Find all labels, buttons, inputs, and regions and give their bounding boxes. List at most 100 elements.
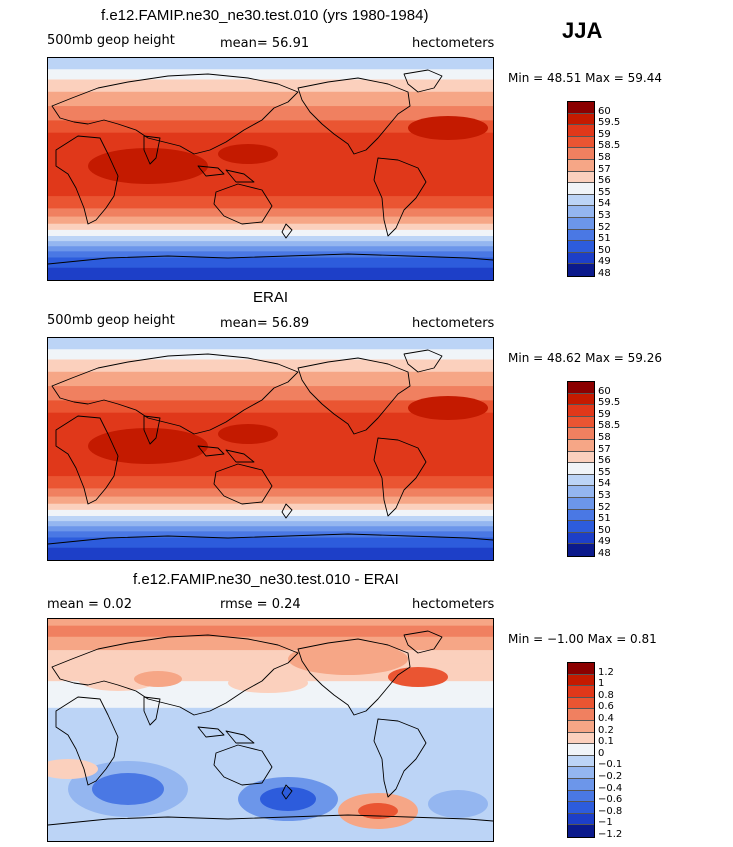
colorbar-tick-label: 0.2 bbox=[598, 724, 614, 736]
contour-band bbox=[48, 251, 493, 258]
coastline bbox=[297, 77, 411, 155]
colorbar-swatch bbox=[568, 509, 594, 522]
coastline bbox=[297, 638, 411, 716]
colorbar-tick-label: 0.1 bbox=[598, 736, 614, 748]
contour-blob bbox=[408, 116, 488, 140]
coastline bbox=[297, 357, 411, 435]
colorbar-swatch bbox=[568, 720, 594, 733]
coastline bbox=[403, 349, 443, 373]
colorbar-swatch bbox=[568, 206, 594, 218]
colorbar-tick-label: 0.4 bbox=[598, 713, 614, 724]
colorbar-tick-label: −0.8 bbox=[598, 805, 623, 817]
coastline bbox=[403, 69, 443, 93]
coastline bbox=[55, 415, 119, 505]
coastline bbox=[373, 157, 427, 237]
panel-title: f.e12.FAMIP.ne30_ne30.test.010 (yrs 1980… bbox=[101, 7, 429, 24]
colorbar-tick-label: −0.2 bbox=[598, 771, 623, 782]
colorbar-tick-label: 58.5 bbox=[598, 140, 621, 152]
contour-blob bbox=[88, 148, 208, 184]
colorbar-swatch bbox=[568, 159, 594, 172]
mean-label: mean= 56.91 bbox=[220, 36, 310, 51]
min-max-label: Min = −1.00 Max = 0.81 bbox=[508, 632, 657, 646]
contour-band bbox=[48, 516, 493, 522]
colorbar-swatch bbox=[568, 439, 594, 452]
colorbar-swatch bbox=[568, 136, 594, 149]
contour-blob bbox=[92, 773, 164, 805]
coastline bbox=[225, 449, 255, 463]
colorbar bbox=[567, 662, 595, 838]
coastline bbox=[48, 814, 493, 826]
contour-blob bbox=[288, 643, 408, 675]
colorbar-tick-label: −1 bbox=[598, 817, 613, 829]
colorbar-swatch bbox=[568, 171, 594, 184]
colorbar-swatch bbox=[568, 663, 594, 675]
coastline bbox=[197, 445, 225, 457]
coastline bbox=[213, 463, 273, 505]
colorbar-tick-label: 57 bbox=[598, 443, 611, 455]
coastline bbox=[55, 135, 119, 225]
contour-band bbox=[48, 58, 493, 70]
colorbar-swatch bbox=[568, 463, 594, 475]
colorbar-swatch bbox=[568, 113, 594, 126]
coastline bbox=[213, 183, 273, 225]
colorbar-tick-label: 59 bbox=[598, 408, 611, 420]
contour-band bbox=[48, 526, 493, 532]
colorbar-swatch bbox=[568, 474, 594, 487]
contour-band bbox=[48, 236, 493, 242]
contour-band bbox=[48, 257, 493, 269]
colorbar-tick-label: 58 bbox=[598, 432, 611, 443]
colorbar-tick-label: 54 bbox=[598, 198, 611, 210]
colorbar-swatch bbox=[568, 532, 594, 545]
coastline bbox=[48, 533, 493, 545]
colorbar-tick-label: −0.4 bbox=[598, 782, 623, 794]
coastline bbox=[225, 730, 255, 744]
rmse-label: rmse = 0.24 bbox=[220, 597, 301, 612]
contour-blob bbox=[218, 424, 278, 444]
colorbar-tick-label: 1 bbox=[598, 678, 605, 690]
contour-blob bbox=[218, 144, 278, 164]
colorbar-tick-label: 58 bbox=[598, 152, 611, 163]
coastline bbox=[143, 696, 161, 726]
colorbar-swatch bbox=[568, 252, 594, 265]
coastline bbox=[197, 165, 225, 177]
colorbar-swatch bbox=[568, 767, 594, 779]
colorbar-tick-label: 51 bbox=[598, 513, 611, 525]
colorbar-swatch bbox=[568, 241, 594, 253]
colorbar-swatch bbox=[568, 521, 594, 533]
contour-band bbox=[48, 91, 493, 107]
colorbar-tick-label: 49 bbox=[598, 536, 611, 548]
colorbar-tick-label: 50 bbox=[598, 524, 611, 536]
contour-band bbox=[48, 371, 493, 387]
contour-band bbox=[48, 537, 493, 549]
colorbar-tick-label: −1.2 bbox=[598, 829, 623, 840]
map-erai bbox=[47, 337, 494, 561]
colorbar-tick-label: 53 bbox=[598, 490, 611, 501]
contour-band bbox=[48, 531, 493, 538]
contour-band bbox=[48, 196, 493, 209]
contour-band bbox=[48, 267, 493, 280]
contour-band bbox=[48, 216, 493, 225]
colorbar-swatch bbox=[568, 393, 594, 406]
contour-band bbox=[48, 246, 493, 252]
colorbar-swatch bbox=[568, 825, 594, 837]
colorbar-tick-label: 48 bbox=[598, 268, 611, 279]
colorbar-swatch bbox=[568, 755, 594, 768]
variable-label: 500mb geop height bbox=[47, 33, 175, 48]
contour-band bbox=[48, 120, 493, 134]
colorbar-tick-label: 48 bbox=[598, 548, 611, 559]
colorbar-swatch bbox=[568, 778, 594, 791]
panel-title: ERAI bbox=[253, 289, 289, 306]
colorbar-tick-label: 50 bbox=[598, 244, 611, 256]
coastline bbox=[281, 503, 293, 519]
colorbar-tick-label: −0.1 bbox=[598, 759, 623, 771]
colorbar-swatch bbox=[568, 382, 594, 394]
colorbar-tick-label: 58.5 bbox=[598, 420, 621, 432]
colorbar-tick-label: −0.6 bbox=[598, 794, 623, 806]
contour-band bbox=[48, 223, 493, 231]
coastline bbox=[373, 437, 427, 517]
contour-band bbox=[48, 488, 493, 498]
coastline bbox=[373, 718, 427, 798]
colorbar-swatch bbox=[568, 416, 594, 429]
contour-blob bbox=[358, 803, 398, 819]
panel-title: f.e12.FAMIP.ne30_ne30.test.010 - ERAI bbox=[133, 571, 399, 588]
